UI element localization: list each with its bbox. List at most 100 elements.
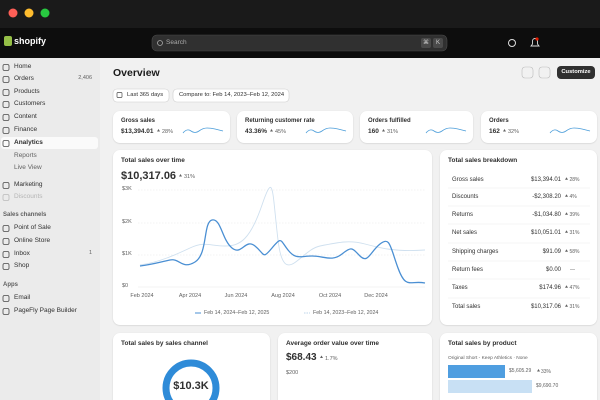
compare-range[interactable]: Compare to: Feb 14, 2023–Feb 12, 2024 xyxy=(179,92,285,98)
nav-icon xyxy=(2,64,10,71)
search-box[interactable] xyxy=(151,34,448,52)
kpi-change: 28% xyxy=(162,129,174,135)
nav-icon xyxy=(2,225,10,232)
row-label: Total sales xyxy=(452,304,481,310)
nav-item[interactable]: Online Store xyxy=(14,237,51,244)
customize-button[interactable] xyxy=(557,66,595,79)
nav-item[interactable]: Products xyxy=(14,88,40,95)
kpi-card xyxy=(237,111,353,143)
sparkline xyxy=(305,127,347,134)
row-label: Discounts xyxy=(452,194,479,200)
up-arrow xyxy=(157,129,160,132)
nav-item[interactable]: Live View xyxy=(14,164,42,171)
row-change: 31% xyxy=(569,303,580,310)
kpi-change: 45% xyxy=(275,129,287,135)
row-value: -$1,034.80 xyxy=(532,212,561,218)
nav-item[interactable]: Email xyxy=(14,294,31,301)
date-range[interactable]: Last 365 days xyxy=(127,92,164,98)
nav-item[interactable]: Finance xyxy=(14,126,38,133)
card-title: Total sales over time xyxy=(121,157,185,164)
row-change: 39% xyxy=(569,211,580,218)
store-icon[interactable] xyxy=(508,39,516,47)
nav-selected xyxy=(1,137,98,149)
row-change: 28% xyxy=(569,176,580,183)
section-heading: Apps xyxy=(3,282,18,288)
card-title: Average order value over time xyxy=(286,340,379,347)
search-icon xyxy=(157,40,163,46)
nav-item[interactable]: Shop xyxy=(14,262,30,269)
nav-icon xyxy=(2,182,10,189)
nav-item[interactable]: PageFly Page Builder xyxy=(14,307,77,314)
y-tick-label: $1K xyxy=(122,251,132,257)
row-change: 31% xyxy=(569,229,580,236)
card-value: $68.43 xyxy=(286,352,317,363)
x-tick-label: Apr 2024 xyxy=(178,293,202,299)
nav-icon xyxy=(2,263,10,270)
sparkline xyxy=(182,127,224,134)
row-label: Return fees xyxy=(452,267,484,273)
kpi-value: 43.36% xyxy=(245,128,268,135)
nav-item[interactable]: Content xyxy=(14,113,37,120)
customize-label[interactable]: Customize xyxy=(561,68,591,75)
row-value: $91.09 xyxy=(542,249,561,255)
nav-item[interactable]: Customers xyxy=(14,100,46,107)
y-tick-label: $2K xyxy=(122,219,132,225)
key-cap xyxy=(421,38,431,48)
nav-item[interactable]: Point of Sale xyxy=(14,224,51,231)
nav-item[interactable]: Marketing xyxy=(14,181,43,188)
nav-icon xyxy=(2,127,10,134)
icon-button[interactable] xyxy=(521,66,534,79)
shortcut-key: ⌘ xyxy=(423,40,429,46)
x-tick-label: Dec 2024 xyxy=(364,293,388,299)
nav-item[interactable]: Orders xyxy=(14,75,34,82)
nav-icon xyxy=(2,194,10,201)
nav-icon xyxy=(2,76,10,83)
up-arrow xyxy=(565,304,568,307)
kpi-card xyxy=(481,111,597,143)
breakdown-card xyxy=(440,150,597,325)
date-filter[interactable] xyxy=(112,88,170,103)
key-cap xyxy=(433,38,443,48)
bar-group-label: Original Short - Keep Athletics · None xyxy=(448,356,528,361)
calendar-icon xyxy=(116,92,123,98)
icon-button[interactable] xyxy=(538,66,551,79)
nav-item[interactable]: Inbox xyxy=(14,250,30,257)
zoom-button[interactable] xyxy=(40,8,50,18)
card-value: $10,317.06 xyxy=(121,170,177,182)
kpi-label: Orders fulfilled xyxy=(368,118,411,124)
nav-badge: 1 xyxy=(88,250,92,256)
up-arrow xyxy=(565,230,568,233)
row-change: 4% xyxy=(569,193,577,200)
minimize-button[interactable] xyxy=(24,8,34,18)
nav-item[interactable]: Reports xyxy=(14,152,37,159)
nav-icon xyxy=(2,114,10,121)
kpi-label: Returning customer rate xyxy=(245,118,315,124)
sparkline xyxy=(549,127,591,134)
current-period-line xyxy=(139,219,426,284)
row-value: -$2,308.20 xyxy=(532,194,561,200)
shortcut-key: K xyxy=(436,40,441,46)
x-tick-label: Jun 2024 xyxy=(224,293,248,299)
kpi-card xyxy=(113,111,230,143)
card-title: Total sales breakdown xyxy=(448,157,518,164)
y-tick-label: $3K xyxy=(122,186,132,192)
sales-chart-card xyxy=(113,150,432,325)
legend-label: Feb 14, 2023–Feb 12, 2024 xyxy=(313,309,379,316)
up-arrow xyxy=(382,129,385,132)
nav-item[interactable]: Analytics xyxy=(14,139,43,146)
nav-item[interactable]: Home xyxy=(14,63,32,70)
nav-icon xyxy=(2,140,10,147)
bar xyxy=(448,380,532,393)
logo: shopify xyxy=(14,36,47,46)
notification-dot xyxy=(535,37,539,41)
nav-icon xyxy=(2,89,10,96)
up-arrow xyxy=(270,129,273,132)
row-label: Returns xyxy=(452,212,474,218)
compare-filter[interactable] xyxy=(172,88,290,103)
up-arrow xyxy=(565,285,568,288)
section-heading: Sales channels xyxy=(3,212,47,218)
nav-item[interactable]: Discounts xyxy=(14,193,43,200)
kpi-card xyxy=(360,111,473,143)
close-button[interactable] xyxy=(8,8,18,18)
